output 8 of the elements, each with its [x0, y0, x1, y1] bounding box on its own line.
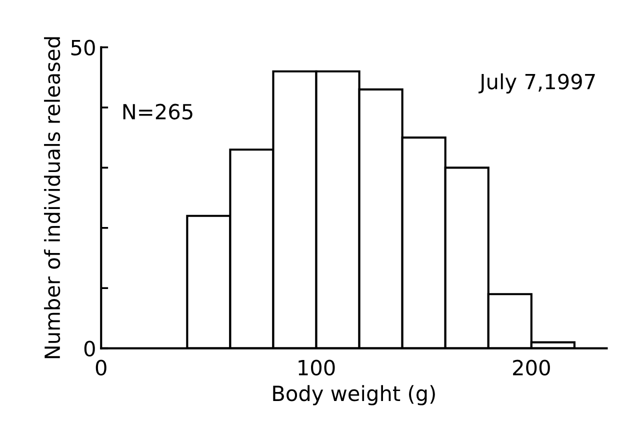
x-tick-label: 100	[298, 360, 335, 376]
annotation: July 7,1997	[478, 73, 595, 94]
y-axis-title: Number of individuals released	[44, 37, 60, 358]
annotation: N=265	[123, 104, 192, 120]
y-tick-label: 50	[71, 40, 95, 56]
x-tick-label: 0	[96, 360, 106, 376]
x-axis-title: Body weight (g)	[273, 385, 435, 406]
x-tick-label: 200	[513, 360, 550, 376]
